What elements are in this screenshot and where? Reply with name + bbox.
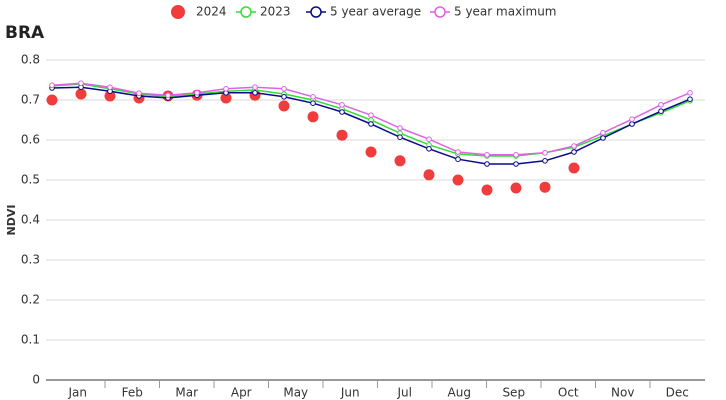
y-tick-label: 0.2 (21, 293, 40, 307)
line-marker (426, 136, 432, 142)
y-tick-label: 0.7 (21, 93, 40, 107)
data-point (423, 169, 435, 181)
line-marker (339, 102, 345, 108)
y-axis-label: NDVI (5, 205, 18, 236)
line-marker (136, 90, 142, 96)
line-marker (542, 158, 548, 164)
line-marker (687, 96, 693, 102)
legend-label: 5 year maximum (454, 5, 557, 19)
line-marker (310, 100, 316, 106)
x-tick-label: Jul (397, 386, 412, 400)
y-tick-label: 0.1 (21, 333, 40, 347)
line-marker (455, 149, 461, 155)
line-marker (658, 108, 664, 114)
line-marker (484, 161, 490, 167)
data-point (481, 184, 493, 196)
data-point (452, 174, 464, 186)
x-tick-label: Apr (231, 386, 252, 400)
y-tick-label: 0 (32, 373, 40, 387)
line-marker (165, 92, 171, 98)
y-tick-label: 0.3 (21, 253, 40, 267)
data-point (278, 100, 290, 112)
data-point (307, 111, 319, 123)
data-point (510, 182, 522, 194)
line-marker (252, 84, 258, 90)
legend-swatch (310, 6, 322, 18)
y-tick-label: 0.5 (21, 173, 40, 187)
legend-label: 2023 (260, 5, 291, 19)
line-marker (223, 86, 229, 92)
line-marker (281, 86, 287, 92)
line-marker (600, 135, 606, 141)
line-marker (107, 84, 113, 90)
legend-swatch (434, 6, 446, 18)
legend-label: 2024 (196, 5, 227, 19)
data-point (394, 155, 406, 167)
line-marker (368, 121, 374, 127)
line-marker (629, 121, 635, 127)
y-tick-label: 0.8 (21, 53, 40, 67)
line-marker (600, 130, 606, 136)
line-marker (397, 125, 403, 131)
line-marker (339, 109, 345, 115)
line-marker (368, 112, 374, 118)
line-marker (194, 90, 200, 96)
line-marker (513, 161, 519, 167)
legend-label: 5 year average (330, 5, 421, 19)
x-tick-label: Feb (122, 386, 143, 400)
y-tick-label: 0.4 (21, 213, 40, 227)
line-marker (281, 94, 287, 100)
data-point (220, 92, 232, 104)
data-point (75, 88, 87, 100)
x-tick-label: Mar (175, 386, 198, 400)
line-marker (687, 90, 693, 96)
line-marker (78, 80, 84, 86)
x-tick-label: Jan (68, 386, 88, 400)
line-marker (658, 102, 664, 108)
x-tick-label: Jun (340, 386, 360, 400)
line-marker (310, 94, 316, 100)
legend-swatch (171, 5, 185, 19)
line-marker (426, 146, 432, 152)
line-marker (629, 116, 635, 122)
legend-swatch (240, 6, 252, 18)
data-point (336, 129, 348, 141)
line-marker (484, 152, 490, 158)
x-tick-label: Nov (611, 386, 634, 400)
line-marker (571, 149, 577, 155)
chart-title: BRA (5, 23, 45, 43)
x-tick-label: Sep (502, 386, 525, 400)
line-marker (49, 82, 55, 88)
data-point (539, 181, 551, 193)
data-point (46, 94, 58, 106)
x-tick-label: May (283, 386, 308, 400)
x-tick-label: Oct (558, 386, 579, 400)
y-tick-label: 0.6 (21, 133, 40, 147)
line-marker (542, 150, 548, 156)
line-marker (513, 152, 519, 158)
data-point (104, 90, 116, 102)
x-tick-label: Dec (666, 386, 689, 400)
x-tick-label: Aug (448, 386, 471, 400)
line-marker (252, 90, 258, 96)
line-marker (397, 134, 403, 140)
line-marker (455, 156, 461, 162)
line-marker (571, 143, 577, 149)
data-point (365, 146, 377, 158)
data-point (568, 162, 580, 174)
